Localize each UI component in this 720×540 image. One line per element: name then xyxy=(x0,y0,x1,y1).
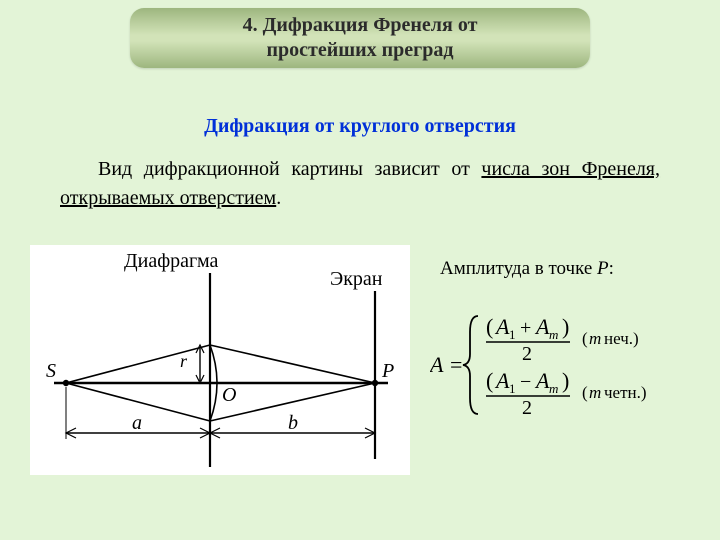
f-bot-note-lpar: ( xyxy=(582,383,588,402)
label-p: P xyxy=(381,360,394,382)
section-header: 4. Дифракция Френеля от простейших прегр… xyxy=(130,8,590,68)
amplitude-formula: A = ( A 1 + A m ) 2 ( m неч.) ( A 1 − A … xyxy=(430,310,690,420)
f-bot-Am: A xyxy=(534,368,550,393)
f-bot-sm: m xyxy=(549,381,558,396)
f-bot-den: 2 xyxy=(522,397,532,419)
f-bot-s1: 1 xyxy=(509,381,516,396)
f-top-s1: 1 xyxy=(509,327,516,342)
f-top-A1: A xyxy=(494,314,510,339)
header-line-2: простейших преград xyxy=(266,38,453,63)
label-screen: Экран xyxy=(330,268,383,290)
f-bot-rpar: ) xyxy=(562,368,569,393)
label-r: r xyxy=(180,351,188,371)
f-top-lpar: ( xyxy=(486,314,493,339)
f-top-den: 2 xyxy=(522,343,532,365)
f-top-Am: A xyxy=(534,314,550,339)
amp-post: : xyxy=(609,258,614,279)
f-top-note-txt: неч.) xyxy=(604,329,639,348)
f-top-note-m: m xyxy=(589,329,601,348)
label-s: S xyxy=(46,360,56,382)
label-o: O xyxy=(222,384,236,406)
f-top-plus: + xyxy=(520,317,531,339)
label-aperture: Диафрагма xyxy=(124,250,219,272)
f-top-sm: m xyxy=(549,327,558,342)
ray-s-top xyxy=(66,345,210,383)
subsection-title: Дифракция от круглого отверстия xyxy=(0,115,720,138)
amplitude-label: Амплитуда в точке P: xyxy=(440,258,614,280)
amp-pre: Амплитуда в точке xyxy=(440,258,597,279)
para-tail: . xyxy=(276,187,281,209)
para-lead: Вид дифракционной картины зависит от xyxy=(98,158,481,180)
optical-diagram: Диафрагма Экран S O P r a b xyxy=(30,245,410,475)
f-bot-A1: A xyxy=(494,368,510,393)
header-line-1: 4. Дифракция Френеля от xyxy=(243,13,478,38)
f-bot-minus: − xyxy=(520,371,531,393)
formula-eq: = xyxy=(450,352,462,377)
f-bot-note-txt: четн.) xyxy=(604,383,647,402)
intro-paragraph: Вид дифракционной картины зависит от чис… xyxy=(60,155,660,213)
f-bot-lpar: ( xyxy=(486,368,493,393)
label-b: b xyxy=(288,412,298,434)
f-bot-note-m: m xyxy=(589,383,601,402)
formula-A: A xyxy=(430,352,444,377)
f-top-rpar: ) xyxy=(562,314,569,339)
f-top-note-lpar: ( xyxy=(582,329,588,348)
label-a: a xyxy=(132,412,142,434)
formula-brace xyxy=(463,316,478,414)
ray-top-p xyxy=(210,345,375,383)
amp-p: P xyxy=(597,258,609,279)
